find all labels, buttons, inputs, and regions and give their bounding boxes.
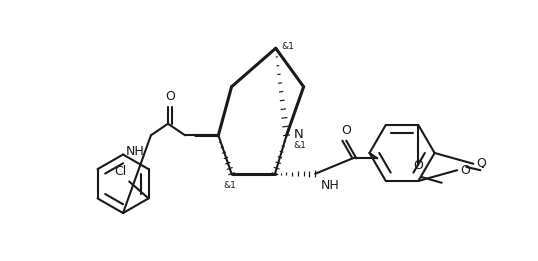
Text: N: N [294,128,303,141]
Text: NH: NH [321,179,339,192]
Text: O: O [165,90,175,103]
Text: &1: &1 [294,141,307,150]
Text: Cl: Cl [115,165,127,178]
Text: &1: &1 [281,42,294,51]
Text: &1: &1 [224,181,236,191]
Text: O: O [413,158,423,171]
Text: O: O [341,124,351,137]
Text: O: O [477,157,486,170]
Text: O: O [460,164,470,177]
Text: NH: NH [126,145,145,158]
